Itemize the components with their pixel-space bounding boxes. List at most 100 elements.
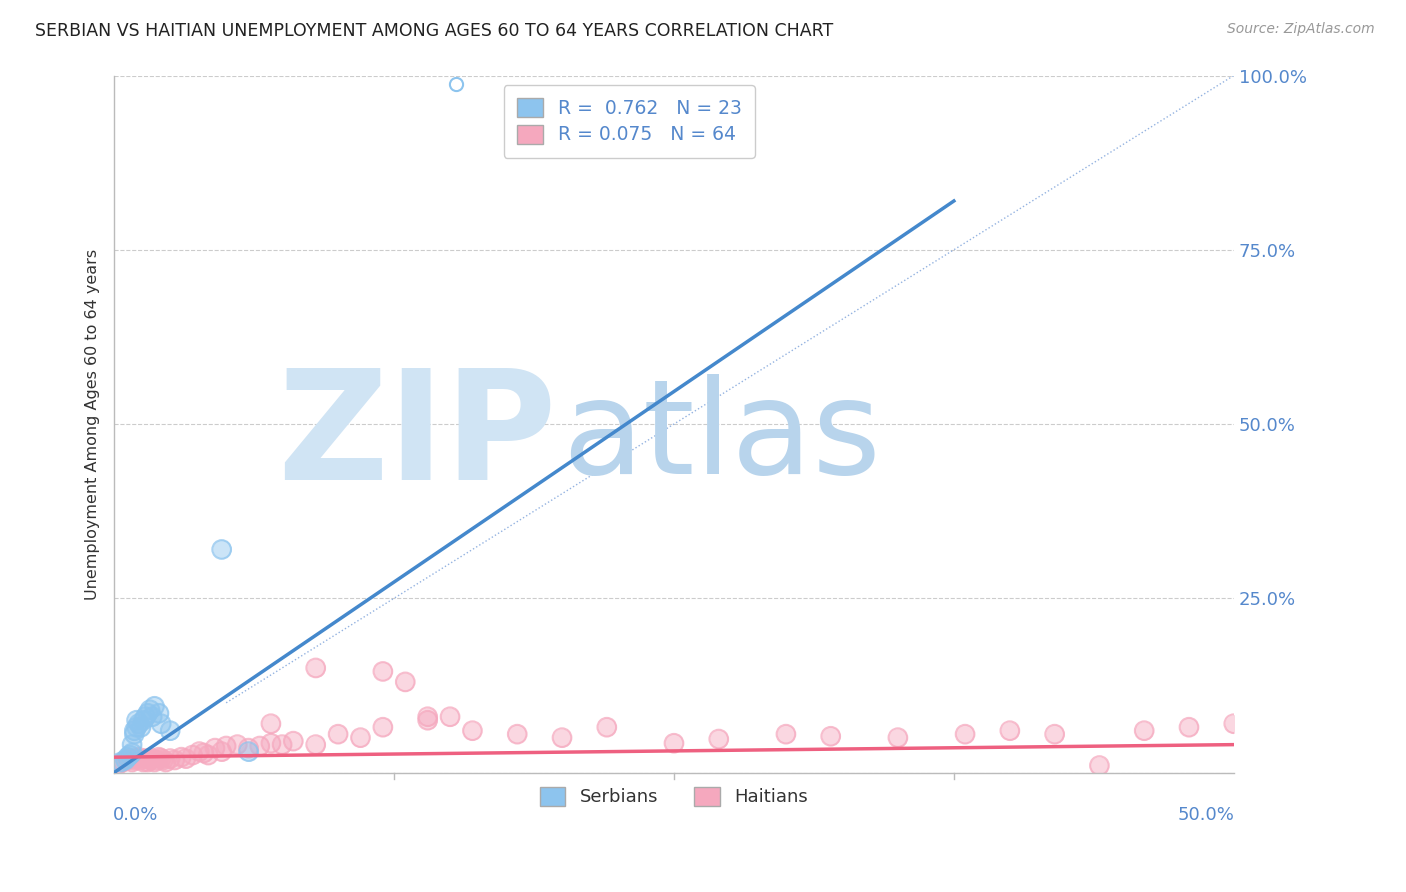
Point bbox=[125, 720, 148, 734]
Point bbox=[215, 739, 238, 753]
Text: 0.0%: 0.0% bbox=[112, 806, 159, 824]
Point bbox=[139, 703, 162, 717]
Point bbox=[998, 723, 1021, 738]
Point bbox=[283, 734, 305, 748]
Point bbox=[820, 729, 842, 743]
Point bbox=[129, 720, 152, 734]
Point bbox=[117, 753, 139, 767]
Point bbox=[197, 748, 219, 763]
Point bbox=[211, 745, 233, 759]
Point bbox=[887, 731, 910, 745]
Point bbox=[371, 665, 394, 679]
Point bbox=[107, 757, 129, 772]
Point bbox=[121, 755, 143, 769]
Point bbox=[136, 706, 159, 721]
Point bbox=[416, 710, 439, 724]
Point bbox=[707, 732, 730, 747]
Point bbox=[326, 727, 349, 741]
Point bbox=[439, 710, 461, 724]
Point bbox=[174, 751, 197, 765]
Y-axis label: Unemployment Among Ages 60 to 64 years: Unemployment Among Ages 60 to 64 years bbox=[86, 249, 100, 599]
Point bbox=[371, 720, 394, 734]
Point bbox=[139, 703, 162, 717]
Text: ZIP: ZIP bbox=[277, 363, 557, 513]
Point bbox=[152, 753, 174, 767]
Point bbox=[132, 755, 155, 769]
Point bbox=[1178, 720, 1201, 734]
Point bbox=[204, 741, 226, 756]
Point bbox=[118, 751, 141, 765]
Point bbox=[197, 748, 219, 763]
Point bbox=[112, 755, 135, 769]
Point bbox=[551, 731, 574, 745]
Point bbox=[135, 751, 157, 765]
Point bbox=[249, 739, 271, 753]
Point bbox=[128, 716, 150, 731]
Point bbox=[159, 751, 181, 765]
Point bbox=[1043, 727, 1066, 741]
Point bbox=[148, 750, 170, 764]
Point bbox=[141, 751, 163, 765]
Point bbox=[260, 736, 283, 750]
Point bbox=[148, 750, 170, 764]
Point bbox=[193, 746, 215, 760]
Point bbox=[141, 710, 163, 724]
Point bbox=[238, 745, 260, 759]
Point bbox=[998, 723, 1021, 738]
Point bbox=[596, 720, 619, 734]
Point bbox=[128, 750, 150, 764]
Point bbox=[148, 706, 170, 721]
Point bbox=[141, 710, 163, 724]
Point bbox=[107, 757, 129, 772]
Point bbox=[110, 755, 132, 769]
Point bbox=[211, 745, 233, 759]
Point bbox=[181, 748, 204, 763]
Point bbox=[125, 751, 148, 765]
Point bbox=[1043, 727, 1066, 741]
Point bbox=[163, 753, 186, 767]
Point bbox=[326, 727, 349, 741]
Point bbox=[238, 741, 260, 756]
Point bbox=[1133, 723, 1156, 738]
Point bbox=[118, 748, 141, 763]
Point bbox=[271, 738, 294, 752]
Text: 50.0%: 50.0% bbox=[1178, 806, 1234, 824]
Point bbox=[125, 713, 148, 727]
Point bbox=[132, 755, 155, 769]
Point bbox=[159, 751, 181, 765]
Point bbox=[114, 753, 136, 767]
Point bbox=[129, 720, 152, 734]
Point bbox=[121, 738, 143, 752]
Point bbox=[152, 753, 174, 767]
Point bbox=[124, 753, 146, 767]
Point bbox=[506, 727, 529, 741]
Text: atlas: atlas bbox=[562, 375, 882, 501]
Point bbox=[305, 661, 328, 675]
Point bbox=[416, 713, 439, 727]
Point bbox=[211, 542, 233, 557]
Point bbox=[260, 716, 283, 731]
Point bbox=[461, 723, 484, 738]
Point bbox=[1223, 716, 1246, 731]
Text: Source: ZipAtlas.com: Source: ZipAtlas.com bbox=[1227, 22, 1375, 37]
Point bbox=[226, 738, 249, 752]
Point bbox=[129, 753, 152, 767]
Point bbox=[204, 741, 226, 756]
Point bbox=[1088, 758, 1111, 772]
Point bbox=[117, 750, 139, 764]
Point bbox=[707, 732, 730, 747]
Point bbox=[135, 710, 157, 724]
Point bbox=[143, 755, 166, 769]
Point bbox=[121, 738, 143, 752]
Point bbox=[188, 745, 211, 759]
Point bbox=[145, 753, 167, 767]
Point bbox=[117, 750, 139, 764]
Point bbox=[135, 751, 157, 765]
Point bbox=[887, 731, 910, 745]
Point bbox=[132, 713, 155, 727]
Point bbox=[188, 745, 211, 759]
Point bbox=[159, 723, 181, 738]
Point bbox=[506, 727, 529, 741]
Point bbox=[139, 753, 162, 767]
Point bbox=[238, 741, 260, 756]
